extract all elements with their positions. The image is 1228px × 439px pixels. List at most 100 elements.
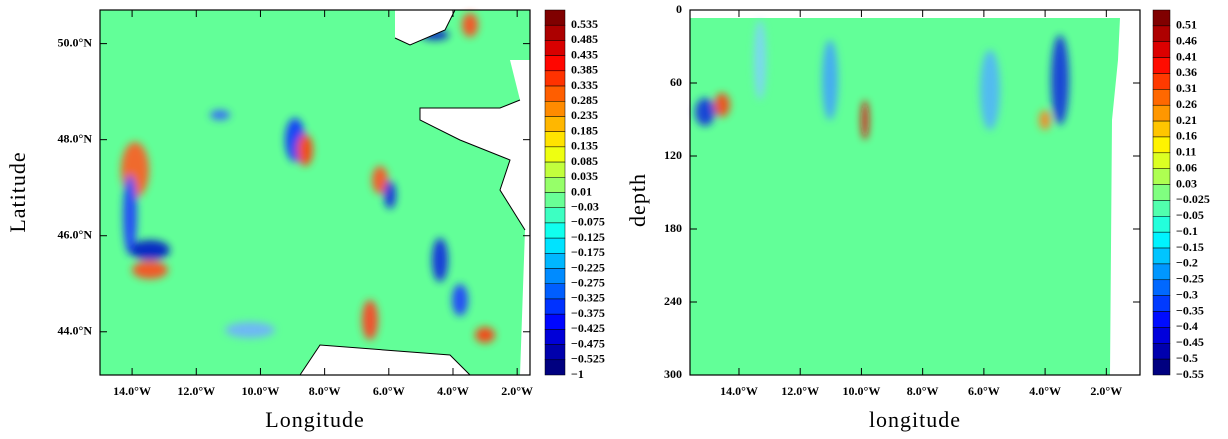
- colorbar-label: 0.135: [571, 139, 598, 153]
- plot-frame: [689, 9, 1141, 376]
- colorbar-label: 0.16: [1176, 129, 1197, 143]
- colorbar-label: −0.3: [1176, 287, 1198, 301]
- colorbar-label: −0.075: [571, 215, 605, 229]
- colorbar-box: [544, 283, 566, 300]
- colorbar-label: −0.375: [571, 306, 605, 320]
- colorbar-box: [1152, 104, 1171, 122]
- colorbar-label: 0.46: [1176, 33, 1197, 47]
- x-tick-label: 6.0°W: [968, 384, 1000, 398]
- colorbar-label: −0.5: [1176, 351, 1198, 365]
- colorbar-box: [1152, 311, 1171, 328]
- colorbar-label: −0.2: [1176, 256, 1198, 270]
- x-tick-label: 8.0°W: [907, 384, 939, 398]
- colorbar-box: [544, 192, 566, 208]
- colorbar-box: [544, 237, 566, 254]
- colorbar-label: −0.325: [571, 291, 605, 305]
- x-axis-title: Longitude: [265, 407, 364, 432]
- colorbar-label: 0.21: [1176, 113, 1197, 127]
- y-tick-label: 46.0°N: [58, 227, 93, 241]
- colorbar-box: [544, 359, 566, 376]
- colorbar-label: 0.26: [1176, 97, 1197, 111]
- x-tick-label: 14.0°W: [720, 384, 758, 398]
- colorbar-label: −0.55: [1176, 367, 1204, 381]
- colorbar-label: −0.03: [571, 199, 599, 213]
- colorbar-label: 0.51: [1176, 18, 1197, 32]
- colorbar-label: 0.185: [571, 123, 598, 137]
- colorbar-box: [544, 116, 566, 132]
- colorbar-box: [1152, 247, 1171, 265]
- colorbar-label: −0.225: [571, 260, 605, 274]
- x-tick-label: 6.0°W: [373, 384, 405, 398]
- colorbar-label: −0.4: [1176, 319, 1198, 333]
- map-field: [100, 9, 530, 376]
- colorbar-label: −0.175: [571, 245, 605, 259]
- colorbar-box: [1152, 73, 1171, 90]
- x-tick-label: 10.0°W: [242, 384, 280, 398]
- colorbar-label: −0.25: [1176, 272, 1204, 286]
- y-tick-label: 60: [670, 75, 682, 89]
- colorbar-box: [1152, 184, 1171, 201]
- colorbar-label: 0.06: [1176, 160, 1197, 174]
- colorbar-box: [544, 9, 566, 26]
- colorbar-box: [1152, 57, 1171, 74]
- colorbar-box: [544, 344, 566, 361]
- colorbar-label: 0.41: [1176, 49, 1197, 63]
- colorbar-box: [1152, 279, 1171, 296]
- colorbar-label: −0.025: [1176, 192, 1210, 206]
- colorbar-box: [1152, 89, 1171, 106]
- y-tick-label: 0: [676, 2, 682, 16]
- colorbar-box: [1152, 168, 1171, 185]
- colorbar-box: [1152, 358, 1171, 376]
- colorbar-label: 0.485: [571, 32, 598, 46]
- colorbar-box: [544, 40, 566, 56]
- colorbar-box: [1152, 41, 1171, 58]
- colorbar-box: [544, 253, 566, 269]
- x-tick-label: 4.0°W: [437, 384, 469, 398]
- colorbar-label: −0.125: [571, 230, 605, 244]
- x-tick-label: 14.0°W: [113, 384, 151, 398]
- colorbar-label: 0.01: [571, 184, 592, 198]
- colorbar-box: [544, 207, 566, 224]
- colorbar-box: [544, 146, 566, 163]
- x-tick-label: 10.0°W: [843, 384, 881, 398]
- colorbar-label: −0.45: [1176, 335, 1204, 349]
- colorbar-box: [1152, 136, 1171, 154]
- y-tick-label: 180: [664, 221, 682, 235]
- colorbar-box: [544, 101, 566, 117]
- y-axis-title: depth: [625, 173, 650, 227]
- colorbar-label: 0.235: [571, 108, 598, 122]
- y-tick-label: 44.0°N: [58, 324, 93, 338]
- colorbar-label: 0.435: [571, 47, 598, 61]
- x-tick-label: 12.0°W: [781, 384, 819, 398]
- colorbar-label: 0.36: [1176, 65, 1197, 79]
- colorbar-box: [544, 161, 566, 178]
- colorbar-label: 0.31: [1176, 81, 1197, 95]
- colorbar-box: [1152, 295, 1171, 312]
- y-tick-label: 120: [664, 148, 682, 162]
- colorbar-box: [1152, 231, 1171, 249]
- x-tick-label: 4.0°W: [1029, 384, 1061, 398]
- colorbar-box: [544, 24, 566, 41]
- y-tick-label: 240: [664, 294, 682, 308]
- colorbar-box: [1152, 263, 1171, 281]
- colorbar-box: [1152, 25, 1171, 42]
- colorbar-label: −0.05: [1176, 208, 1204, 222]
- colorbar-label: −0.275: [571, 276, 605, 290]
- colorbar-label: −0.475: [571, 336, 605, 350]
- colorbar-box: [544, 55, 566, 72]
- colorbar-label: −0.525: [571, 352, 605, 366]
- plot-frame: [99, 9, 531, 376]
- colorbar-label: 0.085: [571, 154, 598, 168]
- colorbar-box: [544, 70, 566, 87]
- colorbar-box: [544, 131, 566, 148]
- x-axis-title: longitude: [869, 407, 961, 432]
- colorbar-box: [1152, 327, 1171, 344]
- colorbar-box: [544, 177, 566, 193]
- colorbar-label: −0.15: [1176, 240, 1204, 254]
- colorbar-label: 0.285: [571, 93, 598, 107]
- colorbar-label: −0.1: [1176, 224, 1198, 238]
- y-tick-label: 50.0°N: [58, 35, 93, 49]
- colorbar-box: [544, 329, 566, 345]
- section-field: [690, 10, 1140, 375]
